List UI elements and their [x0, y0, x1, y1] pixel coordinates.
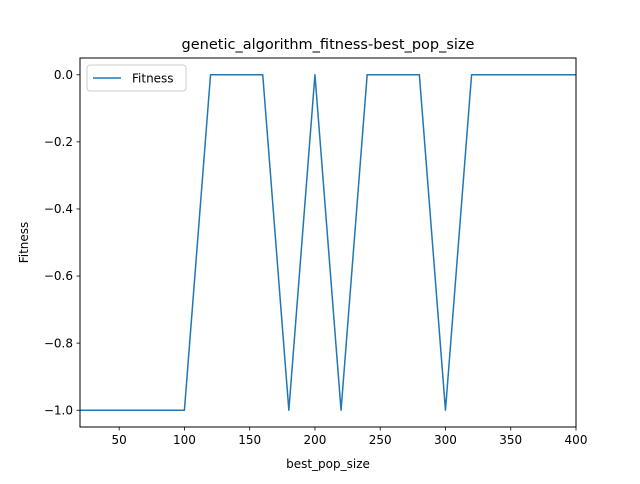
legend-label: Fitness — [132, 72, 174, 86]
x-tick-label: 400 — [565, 433, 588, 447]
y-tick-label: −0.2 — [44, 135, 73, 149]
x-tick-label: 350 — [499, 433, 522, 447]
x-tick-label: 200 — [303, 433, 326, 447]
y-tick-label: 0.0 — [54, 68, 73, 82]
y-tick-label: −0.6 — [44, 269, 73, 283]
y-tick-label: −0.4 — [44, 202, 73, 216]
chart-title: genetic_algorithm_fitness-best_pop_size — [182, 37, 475, 53]
x-tick-label: 250 — [369, 433, 392, 447]
series-line — [80, 75, 576, 410]
x-axis: 50 100 150 200 250 300 350 400 — [112, 427, 588, 447]
x-tick-label: 300 — [434, 433, 457, 447]
y-axis-label: Fitness — [17, 222, 31, 264]
y-tick-label: −0.8 — [44, 336, 73, 350]
x-tick-label: 50 — [112, 433, 127, 447]
x-axis-label: best_pop_size — [286, 457, 370, 471]
x-tick-label: 150 — [238, 433, 261, 447]
legend: Fitness — [87, 65, 186, 91]
y-axis: 0.0 −0.2 −0.4 −0.6 −0.8 −1.0 — [44, 68, 80, 417]
x-tick-label: 100 — [173, 433, 196, 447]
y-tick-label: −1.0 — [44, 403, 73, 417]
